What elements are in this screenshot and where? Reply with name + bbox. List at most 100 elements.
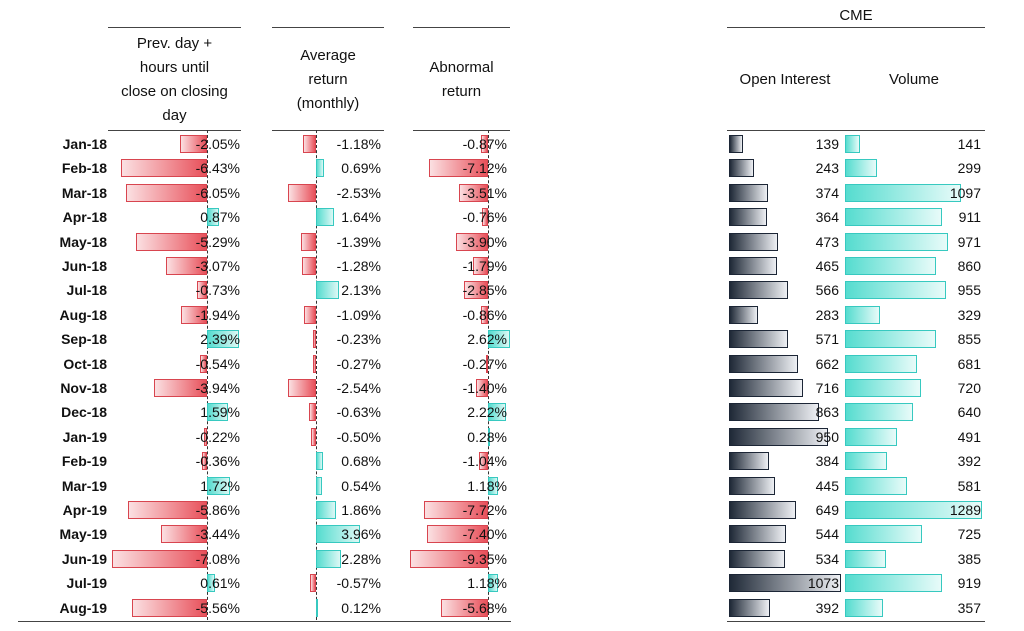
open-interest-value: 544 bbox=[815, 526, 839, 543]
abnormal-value: 2.62% bbox=[467, 331, 507, 348]
open-interest-bar bbox=[729, 208, 767, 227]
avg-return-bar bbox=[310, 427, 316, 446]
abnormal-value: -0.86% bbox=[462, 306, 507, 323]
avg-return-bar bbox=[316, 281, 340, 300]
header-rule-col3 bbox=[413, 130, 510, 131]
month-label: Jul-18 bbox=[66, 282, 107, 299]
open-interest-bar bbox=[729, 135, 744, 153]
abnormal-value: -5.68% bbox=[462, 599, 507, 616]
volume-bar bbox=[845, 501, 982, 519]
abnormal-bar bbox=[479, 452, 488, 471]
top-rule-col2 bbox=[272, 27, 384, 28]
volume-bar bbox=[845, 183, 962, 202]
prev-day-bar bbox=[207, 476, 231, 495]
open-interest-value: 566 bbox=[815, 282, 839, 299]
avg-return-value: 2.28% bbox=[341, 550, 381, 567]
volume-value: 1289 bbox=[949, 502, 981, 518]
prev-day-bar bbox=[199, 354, 207, 373]
prev-day-bar bbox=[128, 501, 207, 519]
abnormal-bar bbox=[423, 501, 488, 519]
open-interest-value: 283 bbox=[815, 306, 839, 323]
volume-value: 357 bbox=[957, 599, 981, 616]
prev-day-value: -0.54% bbox=[195, 355, 240, 372]
month-label: Sep-18 bbox=[61, 331, 107, 348]
prev-day-value: 1.59% bbox=[200, 404, 240, 421]
open-interest-bar bbox=[729, 598, 770, 617]
avg-return-bar bbox=[288, 379, 316, 397]
prev-day-value: -1.94% bbox=[195, 306, 240, 323]
abnormal-bar bbox=[481, 208, 488, 227]
abnormal-bar bbox=[485, 354, 488, 373]
header-abnormal-return-line2: return bbox=[441, 83, 482, 100]
abnormal-bar bbox=[476, 379, 488, 397]
prev-day-value: 0.61% bbox=[200, 575, 240, 592]
open-interest-bar bbox=[729, 183, 768, 202]
volume-bar bbox=[845, 305, 880, 324]
header-rule-col2 bbox=[272, 130, 384, 131]
prev-day-bar bbox=[160, 525, 207, 544]
avg-return-value: -0.63% bbox=[336, 404, 381, 421]
avg-return-value: -1.28% bbox=[336, 258, 381, 274]
open-interest-bar bbox=[729, 525, 786, 544]
open-interest-bar bbox=[729, 281, 788, 300]
volume-value: 911 bbox=[958, 209, 981, 226]
abnormal-bar bbox=[458, 183, 488, 202]
avg-return-value: 0.12% bbox=[341, 599, 381, 616]
volume-bar bbox=[845, 159, 877, 178]
abnormal-bar bbox=[428, 159, 488, 178]
abnormal-bar bbox=[480, 305, 488, 324]
month-label: Apr-19 bbox=[62, 502, 107, 518]
avg-return-bar bbox=[309, 403, 316, 422]
volume-bar bbox=[845, 598, 883, 617]
bottom-rule-cme bbox=[727, 621, 985, 622]
month-label: Jun-19 bbox=[61, 550, 107, 567]
volume-value: 329 bbox=[957, 306, 981, 323]
avg-return-value: 1.64% bbox=[341, 209, 381, 226]
abnormal-bar bbox=[480, 135, 488, 153]
month-label: May-18 bbox=[59, 233, 107, 250]
open-interest-value: 863 bbox=[815, 404, 839, 421]
avg-return-value: 0.54% bbox=[341, 477, 381, 494]
open-interest-value: 716 bbox=[815, 380, 839, 396]
header-prev-day-line1: Prev. day + bbox=[136, 35, 213, 52]
avg-return-bar bbox=[316, 159, 324, 178]
prev-day-bar bbox=[202, 452, 207, 471]
header-cme: CME bbox=[839, 7, 873, 24]
volume-value: 385 bbox=[957, 550, 981, 567]
avg-return-value: 0.69% bbox=[341, 160, 381, 177]
open-interest-bar bbox=[729, 403, 819, 422]
abnormal-bar bbox=[488, 427, 491, 446]
prev-day-bar bbox=[207, 403, 229, 422]
open-interest-bar bbox=[729, 452, 769, 471]
prev-day-bar bbox=[197, 281, 207, 300]
open-interest-value: 473 bbox=[815, 233, 839, 250]
prev-day-value: -0.36% bbox=[195, 453, 240, 470]
header-prev-day-line2: hours until bbox=[139, 59, 210, 76]
bottom-rule-left bbox=[18, 621, 511, 622]
volume-bar bbox=[845, 452, 887, 471]
avg-return-bar bbox=[309, 574, 316, 593]
abnormal-bar bbox=[488, 403, 507, 422]
prev-day-value: -2.05% bbox=[195, 136, 240, 152]
open-interest-value: 392 bbox=[815, 599, 839, 616]
avg-return-bar bbox=[288, 183, 316, 202]
month-label: Mar-18 bbox=[61, 184, 107, 201]
month-label: Feb-18 bbox=[61, 160, 107, 177]
top-rule-cme bbox=[727, 27, 985, 28]
avg-return-value: -1.09% bbox=[336, 306, 381, 323]
abnormal-bar bbox=[426, 525, 488, 544]
prev-day-value: -3.94% bbox=[195, 380, 240, 396]
avg-return-value: -0.23% bbox=[336, 331, 381, 348]
abnormal-value: -3.90% bbox=[462, 233, 507, 250]
month-label: Aug-19 bbox=[59, 599, 107, 616]
header-average-return: Average return (monthly) bbox=[272, 44, 384, 116]
open-interest-bar bbox=[729, 159, 755, 178]
zero-axis-col3 bbox=[488, 130, 489, 620]
volume-value: 860 bbox=[957, 258, 981, 274]
month-label: Mar-19 bbox=[61, 477, 107, 494]
avg-return-bar bbox=[313, 330, 316, 349]
volume-value: 855 bbox=[957, 331, 981, 348]
avg-return-value: -0.50% bbox=[336, 428, 381, 445]
top-rule-col1 bbox=[108, 27, 241, 28]
abnormal-value: -9.35% bbox=[462, 550, 507, 567]
